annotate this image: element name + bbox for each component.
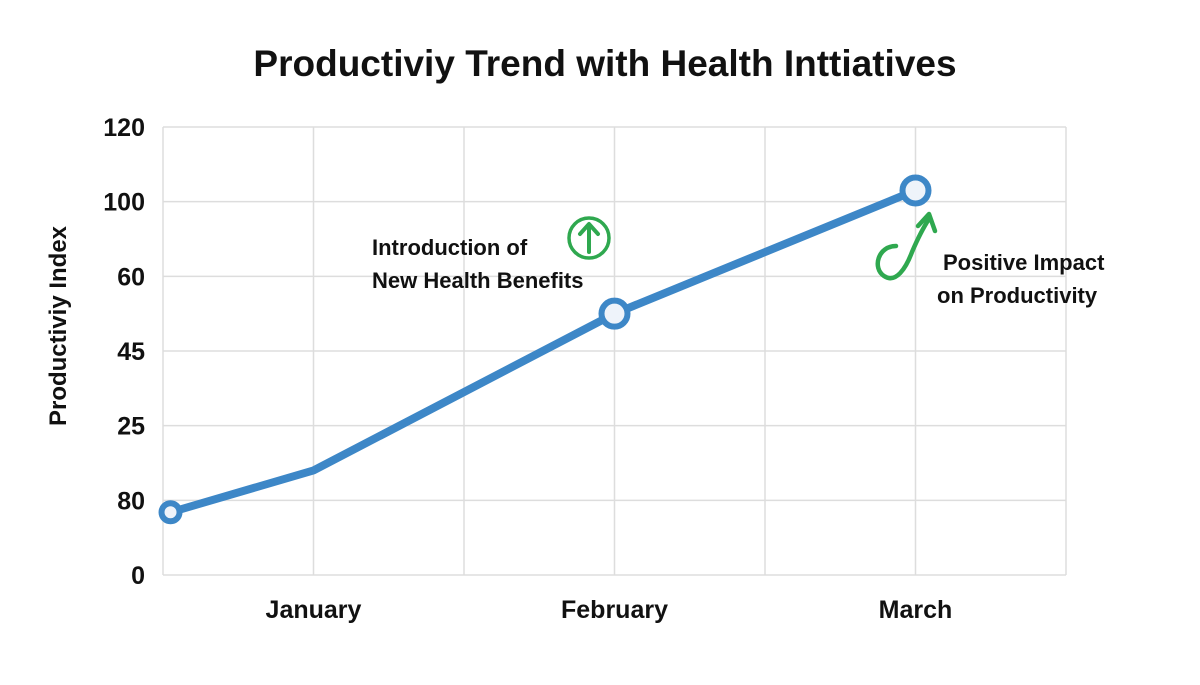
y-tick-label: 0 bbox=[131, 562, 145, 590]
y-tick-label: 45 bbox=[117, 338, 145, 366]
y-axis-ticks: 0 80 25 45 60 100 120 bbox=[103, 114, 145, 590]
gridlines bbox=[162, 126, 1067, 576]
y-tick-label: 80 bbox=[117, 487, 145, 515]
y-tick-label: 60 bbox=[117, 263, 145, 291]
x-tick-label: February bbox=[561, 596, 668, 624]
series-line bbox=[166, 186, 920, 517]
series-layer bbox=[158, 174, 932, 525]
data-point bbox=[158, 500, 183, 525]
x-tick-label: March bbox=[879, 596, 953, 624]
chart-title: Productiviy Trend with Health Inttiative… bbox=[253, 43, 956, 84]
y-tick-label: 100 bbox=[103, 189, 145, 217]
annotation-positive-impact: Positive Impact on Productivity bbox=[875, 211, 1105, 308]
data-point bbox=[899, 174, 932, 207]
y-tick-label: 25 bbox=[117, 413, 145, 441]
up-arrow-circle-icon bbox=[567, 216, 611, 260]
annotation-health-benefits: Introduction of New Health Benefits bbox=[372, 216, 611, 293]
annotation-line-2: on Productivity bbox=[937, 283, 1098, 308]
x-tick-label: January bbox=[266, 596, 362, 624]
y-tick-label: 120 bbox=[103, 114, 145, 142]
annotation-line-1: Introduction of bbox=[372, 235, 528, 260]
annotation-line-2: New Health Benefits bbox=[372, 268, 584, 293]
x-axis-ticks: January February March bbox=[266, 596, 953, 624]
squiggle-arrow-icon bbox=[875, 211, 938, 281]
data-point bbox=[598, 297, 631, 330]
annotation-line-1: Positive Impact bbox=[943, 250, 1105, 275]
y-axis-label: Productiviy Index bbox=[45, 225, 72, 426]
